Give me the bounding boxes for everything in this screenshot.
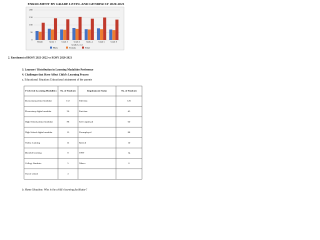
y-tick-label: 100 <box>29 25 33 27</box>
bar <box>72 28 76 40</box>
bar <box>63 29 67 40</box>
table-cell: 6 <box>128 162 130 165</box>
bar <box>87 29 91 40</box>
x-tick-label: Grade 1 <box>49 41 55 43</box>
y-tick-label: 0 <box>31 40 33 42</box>
table-cell: High School digital modular <box>25 131 52 134</box>
bar <box>115 19 119 40</box>
title: ENROLMENT BY GRADE LEVEL AND GENDER SY 2… <box>28 2 125 6</box>
y-tick-label: 50 <box>30 32 33 34</box>
bar <box>78 16 82 40</box>
table-cell: Part time <box>79 110 88 113</box>
table-header: No. of Students <box>121 90 137 93</box>
table-cell: 60 <box>128 121 131 124</box>
bar <box>90 18 94 40</box>
table-cell: Online learning <box>25 141 41 144</box>
bar <box>96 28 101 40</box>
table-header: No. of Students <box>60 90 76 93</box>
table-cell: Retired <box>79 141 87 144</box>
bar <box>41 22 45 40</box>
table-cell: 45 <box>128 110 131 113</box>
table-cell: 20 <box>67 110 70 113</box>
legend-swatch <box>50 46 52 49</box>
bar <box>112 30 116 40</box>
bar <box>100 29 104 40</box>
bar <box>75 28 79 40</box>
legend-label: Female <box>69 46 76 49</box>
table-cell: 88 <box>128 131 131 134</box>
table-cell: Self-employed <box>79 121 94 124</box>
table-cell: Full time <box>79 100 88 103</box>
legend-label: Male <box>53 46 58 49</box>
table-cell: Others <box>79 162 85 165</box>
y-tick-label: 150 <box>29 17 33 19</box>
list-item: 3. Learners' Distribution in Learning Mo… <box>22 69 94 72</box>
table-cell: 15 <box>67 131 70 134</box>
table-cell: 8 <box>67 152 69 155</box>
legend-label: Total <box>85 46 90 49</box>
bar <box>66 19 70 40</box>
list-item: 4. Challenges that Have Affect Child's L… <box>22 74 90 77</box>
y-tick-label: 200 <box>29 10 33 12</box>
list-item: a. Educational Situation: Educational at… <box>22 79 92 82</box>
legend-swatch <box>66 46 68 49</box>
table-cell: OFW <box>79 152 85 155</box>
bar <box>47 28 51 40</box>
table-header: Preferred Learning Modalities <box>25 90 56 93</box>
page: ENROLMENT BY GRADE LEVEL AND GENDER SY 2… <box>8 2 143 192</box>
table-cell: Elementary printed modular <box>25 100 52 103</box>
x-tick-label: Grade 5 <box>98 41 104 43</box>
x-tick-label: Grade 2 <box>62 41 68 43</box>
bar <box>60 29 64 40</box>
table-cell: 112 <box>66 100 70 103</box>
table-cell: Out of school <box>25 173 38 176</box>
x-tick-label: Kinder <box>37 41 43 43</box>
legend-swatch <box>82 46 84 49</box>
table-cell: Unemployed <box>79 131 92 134</box>
table-cell: 120 <box>127 100 131 103</box>
table-cell: 12 <box>67 141 70 144</box>
table-cell: 14 <box>128 152 131 155</box>
x-tick-label: Grade 6 <box>111 41 117 43</box>
x-tick-label: Grade 4 <box>86 41 92 43</box>
bar <box>84 29 88 40</box>
bar <box>53 18 58 40</box>
table-cell: 5 <box>67 162 69 165</box>
x-axis-label: Grade Level <box>72 45 83 47</box>
bar <box>35 31 39 40</box>
table-cell: College Students <box>25 162 41 165</box>
bar <box>38 31 42 40</box>
table-cell: Elementary digital modular <box>25 110 51 113</box>
table-cell: High School printed modular <box>25 121 53 124</box>
table-border <box>23 85 143 180</box>
bar <box>109 29 113 40</box>
bar <box>50 29 54 40</box>
x-tick-label: Grade 3 <box>74 41 80 43</box>
footer-item: b. Home Situation: Who is the child's le… <box>22 189 88 192</box>
table-header: Employment Status <box>87 90 107 93</box>
list-item: 2. Enrolment of BOSY 2021-2022 vs EOSY 2… <box>8 57 73 60</box>
table-cell: 10 <box>128 141 131 144</box>
bar <box>103 17 107 40</box>
table-cell: Blended learning <box>25 152 42 155</box>
table-cell: 98 <box>67 121 70 124</box>
table-cell: 3 <box>67 173 69 176</box>
